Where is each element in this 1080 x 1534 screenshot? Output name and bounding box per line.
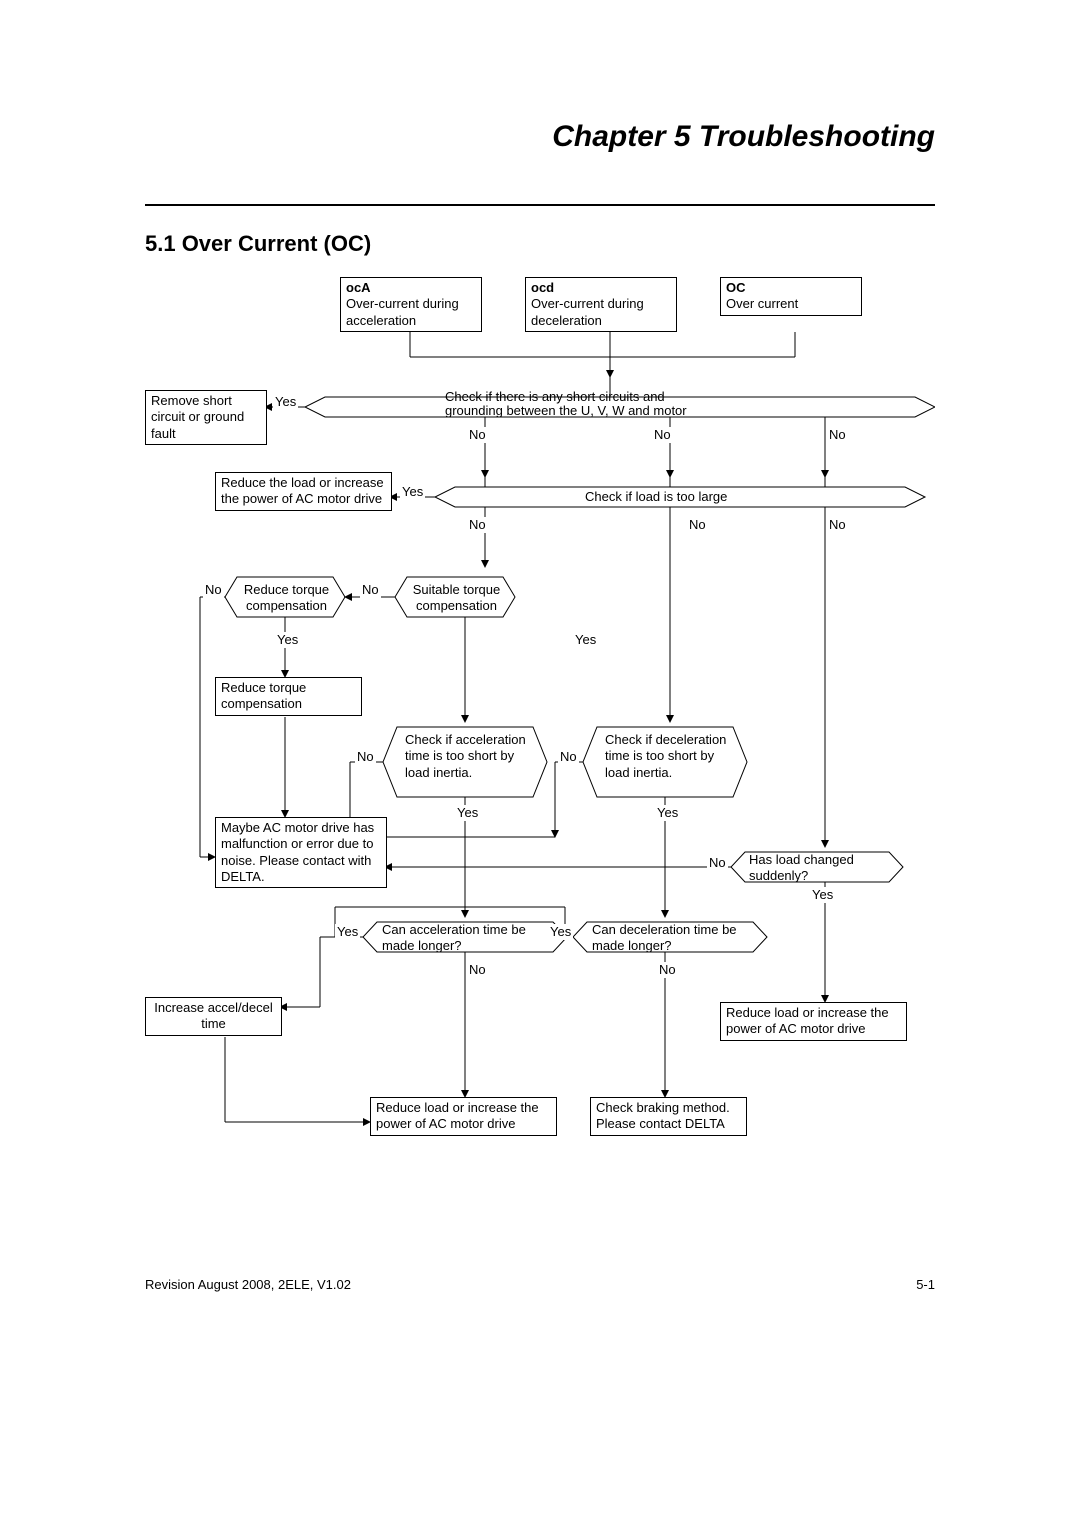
node-ocd-title: ocd — [531, 280, 554, 295]
label-no: No — [467, 427, 488, 443]
page-footer: Revision August 2008, 2ELE, V1.02 5-1 — [145, 1277, 935, 1292]
node-check-decel: Check if deceleration time is too short … — [603, 732, 732, 781]
node-can-decel: Can deceleration time be made longer? — [590, 922, 754, 955]
node-reduce-torque2: Reduce torque compensation — [215, 677, 362, 716]
label-no: No — [657, 962, 678, 978]
node-oc: OC Over current — [720, 277, 862, 316]
node-reduce-load: Reduce the load or increase the power of… — [215, 472, 392, 511]
node-oca-title: ocA — [346, 280, 371, 295]
node-remove-short: Remove short circuit or ground fault — [145, 390, 267, 445]
svg-text:grounding between the U, V, W: grounding between the U, V, W and motor — [445, 403, 687, 418]
node-check-accel: Check if acceleration time is too short … — [403, 732, 532, 781]
node-malfunction: Maybe AC motor drive has malfunction or … — [215, 817, 387, 888]
node-oc-title: OC — [726, 280, 746, 295]
chapter-title: Chapter 5 Troubleshooting — [145, 120, 935, 154]
svg-text:Check if there is any short ci: Check if there is any short circuits and — [445, 389, 665, 404]
label-yes: Yes — [335, 924, 360, 940]
label-yes: Yes — [810, 887, 835, 903]
label-yes: Yes — [273, 394, 298, 410]
label-yes: Yes — [400, 484, 425, 500]
section-title: 5.1 Over Current (OC) — [145, 231, 935, 257]
node-reduce-torque: Reduce torque compensation — [237, 582, 336, 615]
label-no: No — [707, 855, 728, 871]
label-no: No — [360, 582, 381, 598]
node-ocd-sub: Over-current during deceleration — [531, 296, 644, 327]
node-oca: ocA Over-current during acceleration — [340, 277, 482, 332]
node-load-changed: Has load changed suddenly? — [747, 852, 891, 885]
label-yes: Yes — [573, 632, 598, 648]
label-yes: Yes — [655, 805, 680, 821]
node-oca-sub: Over-current during acceleration — [346, 296, 459, 327]
node-ocd: ocd Over-current during deceleration — [525, 277, 677, 332]
divider — [145, 204, 935, 206]
label-no: No — [827, 427, 848, 443]
label-no: No — [467, 517, 488, 533]
node-check-braking: Check braking method. Please contact DEL… — [590, 1097, 747, 1136]
label-no: No — [467, 962, 488, 978]
label-yes: Yes — [275, 632, 300, 648]
label-no: No — [652, 427, 673, 443]
label-no: No — [203, 582, 224, 598]
footer-right: 5-1 — [916, 1277, 935, 1292]
node-reduce-load-inc2: Reduce load or increase the power of AC … — [370, 1097, 557, 1136]
label-yes: Yes — [455, 805, 480, 821]
label-no: No — [827, 517, 848, 533]
flowchart: Check if there is any short circuits and… — [145, 277, 935, 1197]
node-suitable-torque: Suitable torque compensation — [407, 582, 506, 615]
label-no: No — [355, 749, 376, 765]
label-no: No — [687, 517, 708, 533]
label-no: No — [558, 749, 579, 765]
node-increase-accel: Increase accel/decel time — [145, 997, 282, 1036]
node-can-accel: Can acceleration time be made longer? — [380, 922, 554, 955]
node-oc-sub: Over current — [726, 296, 798, 311]
footer-left: Revision August 2008, 2ELE, V1.02 — [145, 1277, 351, 1292]
svg-text:Check if load is too large: Check if load is too large — [585, 489, 727, 504]
node-reduce-load-inc1: Reduce load or increase the power of AC … — [720, 1002, 907, 1041]
label-yes: Yes — [548, 924, 573, 940]
